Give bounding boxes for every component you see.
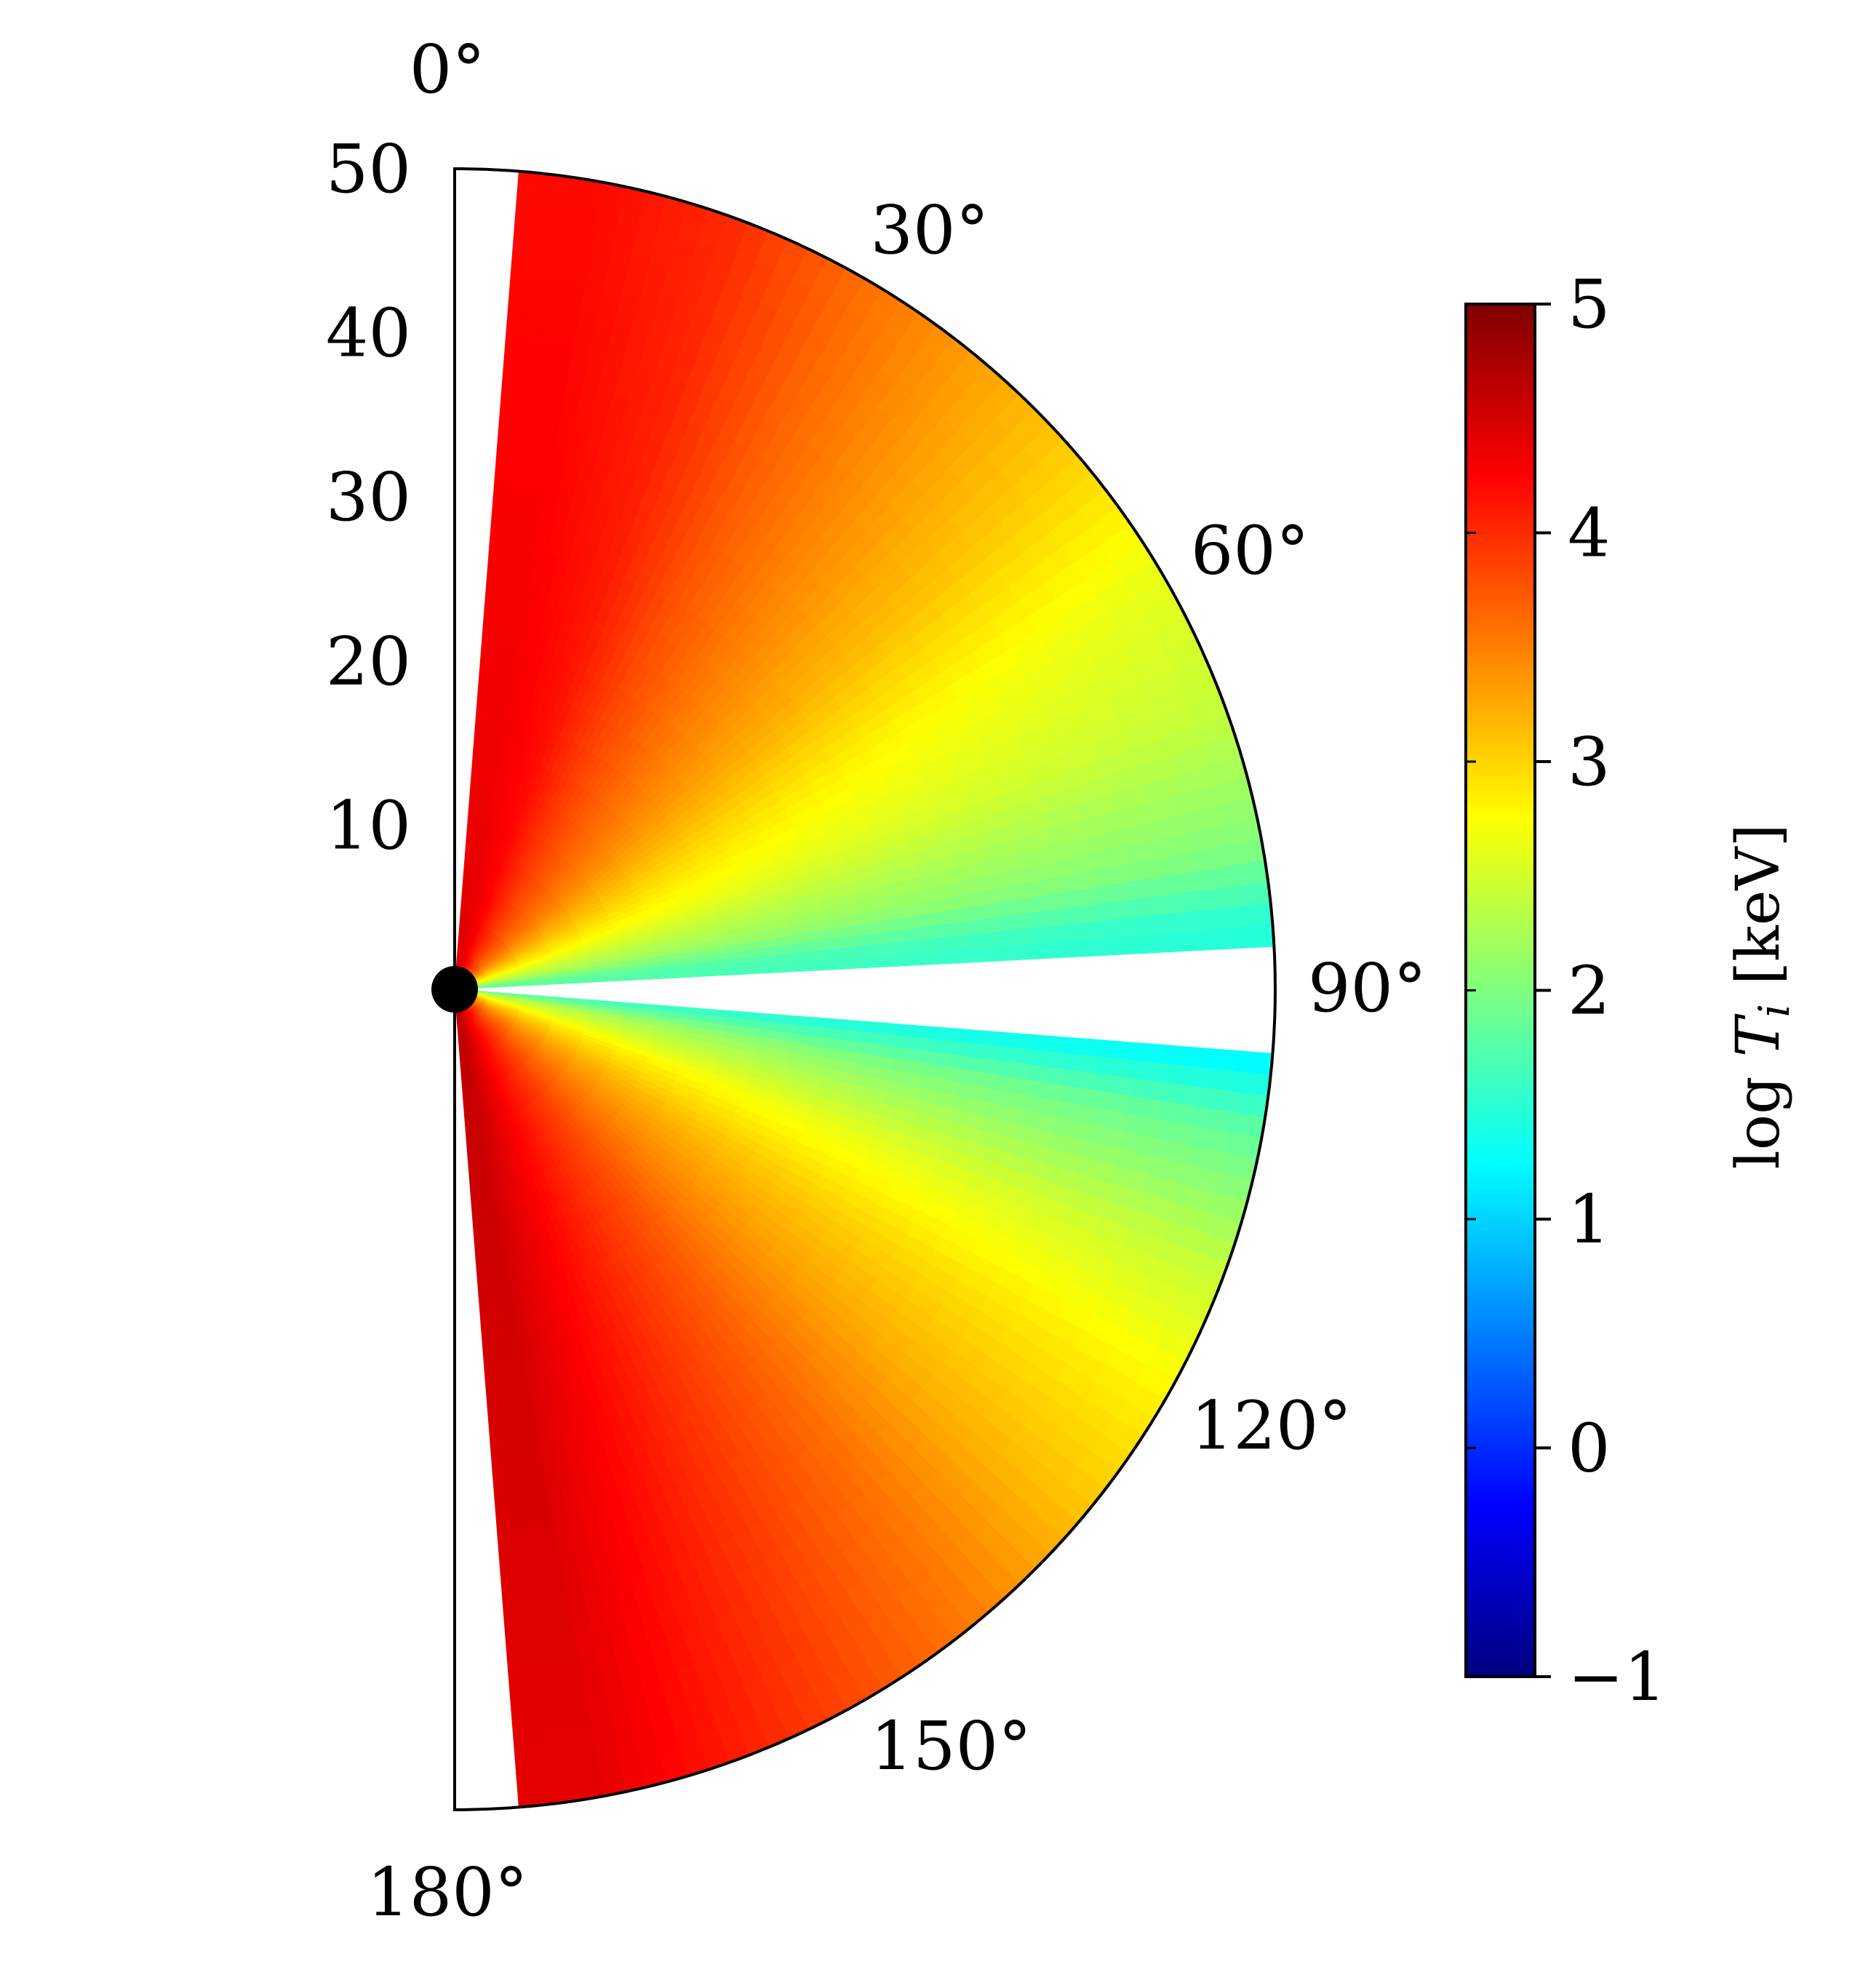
colorbar-label-sub: i xyxy=(1750,1004,1799,1018)
heatmap-cell xyxy=(500,1566,520,1604)
radius-tick-label: 50 xyxy=(326,130,411,208)
polar-frame xyxy=(431,167,1277,1812)
radius-tick-label: 20 xyxy=(326,623,411,700)
heatmap-cell xyxy=(1238,924,1275,949)
heatmap-cell xyxy=(897,951,933,967)
colorbar-tick-label: 5 xyxy=(1568,266,1611,343)
colorbar-tick-label: 2 xyxy=(1568,952,1611,1030)
heatmap-cell xyxy=(1067,938,1104,958)
heatmap-cell xyxy=(1066,921,1103,942)
heatmap-cell xyxy=(529,1700,554,1738)
heatmap-cell xyxy=(965,946,1002,963)
heatmap-cell xyxy=(1202,906,1240,931)
heatmap-cell xyxy=(1236,1050,1274,1076)
radius-tick-label: 10 xyxy=(326,786,411,864)
heatmap-cell xyxy=(1100,917,1137,939)
heatmap-cell xyxy=(532,1734,558,1772)
heatmap-cell xyxy=(1136,932,1173,954)
colorbar: 5 4 3 2 1 0 −1 xyxy=(1464,266,1667,1716)
heatmap-cell xyxy=(1101,935,1138,956)
heatmap-cell xyxy=(536,1768,562,1806)
heatmap-cell xyxy=(1236,903,1274,928)
theta-tick-label: 60° xyxy=(1191,512,1309,590)
theta-tick-labels: 0° 30° 60° 90° 120° 150° 180° xyxy=(367,31,1427,1931)
heatmap-cell xyxy=(1032,924,1069,944)
radius-tick-label: 40 xyxy=(326,295,411,372)
heatmap-cell xyxy=(505,1634,527,1672)
colorbar-tick-label: −1 xyxy=(1568,1638,1667,1716)
colorbar-label: log Ti [keV] xyxy=(1724,824,1799,1170)
heatmap-cell xyxy=(1200,886,1237,911)
colorbar-tick-label: 4 xyxy=(1568,495,1611,572)
colorbar-label-main: log xyxy=(1724,1057,1793,1169)
theta-tick-label: 120° xyxy=(1191,1387,1352,1465)
heatmap-cell xyxy=(1234,882,1272,908)
heatmap-cell xyxy=(829,957,865,970)
theta-tick-label: 150° xyxy=(871,1707,1032,1785)
heatmap-cell xyxy=(1134,914,1171,936)
heatmap-cell xyxy=(502,1600,524,1637)
theta-tick-label: 90° xyxy=(1308,949,1427,1027)
radius-tick-labels: 10 20 30 40 50 xyxy=(326,130,411,864)
heatmap-cell xyxy=(516,170,541,208)
heatmap-cell xyxy=(1033,940,1070,959)
heatmap-cell xyxy=(513,1736,538,1774)
colorbar-bar xyxy=(1464,303,1536,1678)
heatmap-cell xyxy=(1170,930,1207,952)
theta-tick-label: 180° xyxy=(367,1853,528,1931)
heatmap-cell xyxy=(497,1533,516,1570)
radius-tick-label: 30 xyxy=(326,458,411,536)
polar-outline xyxy=(453,167,1277,1812)
colorbar-tick-label: 3 xyxy=(1568,723,1611,801)
heatmap-cell xyxy=(516,1771,541,1808)
colorbar-label-unit: [keV] xyxy=(1724,824,1793,1004)
heatmap-cells xyxy=(454,170,1275,1808)
heatmap-cell xyxy=(1168,910,1205,934)
theta-tick-label: 30° xyxy=(871,191,989,269)
heatmap-cell xyxy=(1204,927,1241,951)
heatmap-cell xyxy=(508,1669,530,1706)
heatmap-cell xyxy=(1000,943,1036,962)
theta-tick-label: 0° xyxy=(410,31,486,108)
heatmap-cell xyxy=(1202,1047,1240,1072)
colorbar-tick-label: 1 xyxy=(1568,1181,1611,1258)
colorbar-label-var: T xyxy=(1724,1013,1793,1057)
heatmap-cell xyxy=(510,1702,534,1740)
heatmap-cell xyxy=(931,949,968,965)
heatmap-cell xyxy=(1165,890,1203,915)
colorbar-tick-label: 0 xyxy=(1568,1410,1611,1488)
heatmap-cell xyxy=(513,204,538,242)
central-object xyxy=(431,966,478,1013)
heatmap-cell xyxy=(863,954,899,969)
